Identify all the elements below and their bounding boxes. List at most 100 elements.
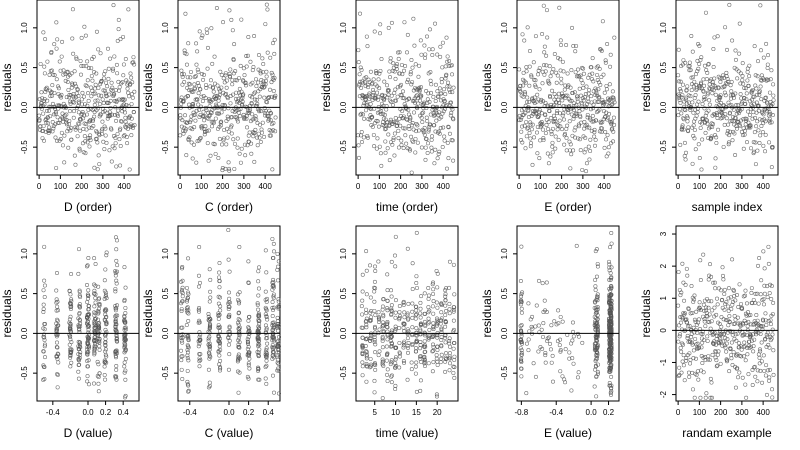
data-point — [422, 132, 427, 137]
data-point — [360, 350, 365, 355]
data-point — [184, 127, 189, 132]
data-point — [108, 56, 113, 61]
data-point — [550, 140, 555, 145]
data-point — [252, 33, 257, 38]
data-point — [117, 137, 122, 142]
data-point — [270, 373, 275, 378]
data-point — [729, 89, 734, 94]
data-point — [372, 308, 377, 313]
data-point — [263, 354, 268, 359]
data-point — [585, 112, 590, 117]
data-point — [69, 272, 74, 277]
data-point — [229, 17, 234, 22]
data-point — [419, 294, 424, 299]
data-point — [207, 334, 212, 339]
data-point — [555, 122, 560, 127]
data-point — [596, 87, 601, 92]
data-point — [214, 6, 219, 11]
data-point — [407, 148, 412, 153]
data-point — [264, 336, 269, 341]
data-point — [245, 341, 250, 346]
data-point — [52, 90, 57, 95]
data-point — [392, 153, 397, 158]
data-point — [97, 302, 102, 307]
data-point — [257, 94, 262, 99]
data-point — [703, 10, 708, 15]
data-point — [692, 79, 697, 84]
data-point — [217, 136, 222, 141]
data-point — [187, 135, 192, 140]
data-point — [712, 280, 717, 285]
data-point — [184, 308, 189, 313]
data-point — [422, 125, 427, 130]
data-point — [206, 336, 211, 341]
data-point — [692, 293, 697, 298]
data-point — [54, 334, 59, 339]
data-point — [235, 145, 240, 150]
data-point — [364, 34, 369, 39]
data-point — [442, 138, 447, 143]
data-point — [44, 108, 49, 113]
data-point — [438, 44, 443, 49]
y-tick-label: 1.0 — [659, 22, 668, 34]
data-point — [439, 310, 444, 315]
data-point — [367, 96, 372, 101]
data-point — [380, 396, 385, 401]
data-point — [730, 362, 735, 367]
data-point — [104, 322, 109, 327]
data-point — [388, 56, 393, 61]
data-point — [397, 303, 402, 308]
data-point — [608, 245, 613, 250]
data-point — [207, 330, 212, 335]
data-point — [522, 90, 527, 95]
data-point — [681, 342, 686, 347]
data-point — [69, 85, 74, 90]
data-point — [71, 94, 76, 99]
data-point — [518, 117, 523, 122]
data-point — [433, 21, 438, 26]
data-point — [232, 141, 237, 146]
data-point — [264, 353, 269, 358]
data-point — [699, 345, 704, 350]
data-point — [251, 65, 256, 70]
data-point — [256, 352, 261, 357]
data-point — [96, 284, 101, 289]
x-tick-label: 0.4 — [118, 408, 130, 417]
data-point — [679, 349, 684, 354]
data-point — [230, 109, 235, 114]
data-point — [600, 120, 605, 125]
data-point — [272, 95, 277, 100]
data-point — [235, 117, 240, 122]
data-point — [378, 31, 383, 36]
data-point — [564, 42, 569, 47]
data-point — [384, 358, 389, 363]
data-point — [385, 272, 390, 277]
data-point — [556, 321, 561, 326]
data-point — [541, 3, 546, 8]
data-point — [184, 334, 189, 339]
data-point — [86, 330, 91, 335]
data-point — [744, 140, 749, 145]
y-tick-label: 0.5 — [500, 62, 509, 74]
data-point — [414, 274, 419, 279]
data-point — [114, 281, 119, 286]
data-point — [178, 133, 183, 138]
data-point — [76, 324, 81, 329]
data-point — [765, 62, 770, 67]
data-point — [364, 336, 369, 341]
data-point — [92, 291, 97, 296]
data-point — [206, 128, 211, 133]
data-point — [537, 87, 542, 92]
data-point — [375, 136, 380, 141]
data-point — [360, 272, 365, 277]
y-tick-label: 0.5 — [161, 288, 170, 300]
data-point — [268, 110, 273, 115]
data-point — [413, 150, 418, 155]
data-point — [124, 135, 129, 140]
data-point — [248, 59, 253, 64]
data-point — [217, 336, 222, 341]
data-point — [255, 330, 260, 335]
data-point — [122, 97, 127, 102]
